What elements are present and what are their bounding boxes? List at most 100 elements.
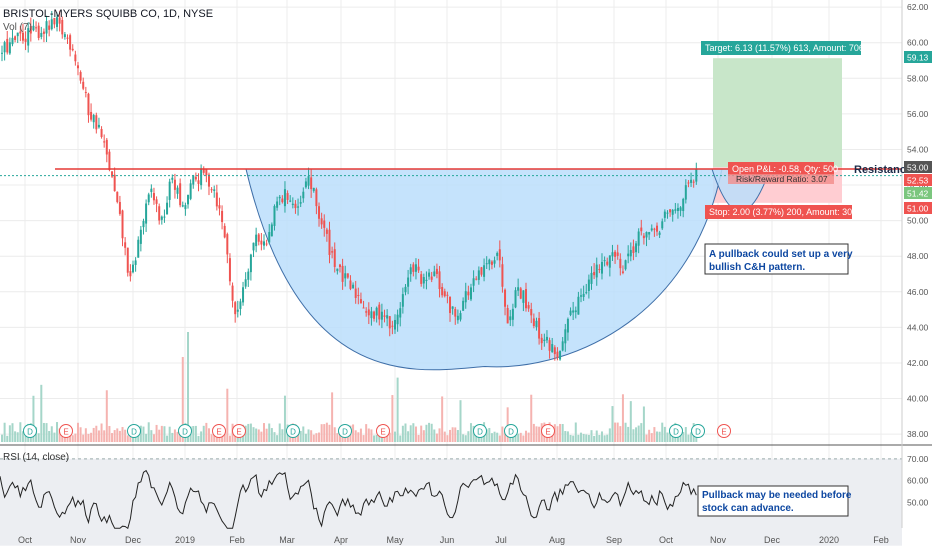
candle-body [391, 325, 394, 327]
candle-body [71, 48, 74, 51]
volume-bar [213, 433, 216, 442]
volume-bar [624, 422, 627, 442]
candle-body [155, 199, 158, 204]
candle-body [600, 261, 603, 274]
volume-bar [1, 434, 3, 442]
volume-bar [504, 433, 507, 442]
candle-body [255, 234, 258, 247]
candle-body [236, 309, 239, 312]
time-tick: 2020 [819, 535, 839, 545]
candle-body [82, 81, 85, 89]
volume-bar [84, 428, 87, 442]
stop-label: Stop: 2.00 (3.77%) 200, Amount: 3000 [709, 207, 862, 217]
volume-bar [281, 429, 284, 442]
volume-bar [422, 430, 425, 442]
candle-body [158, 206, 161, 221]
candle-body [42, 31, 45, 34]
volume-bar [574, 422, 577, 442]
candle-body [137, 239, 140, 258]
volume-bar [488, 427, 491, 442]
candle-body [294, 203, 297, 209]
candle-body [257, 234, 260, 242]
candle-body [477, 270, 480, 280]
candle-body [134, 260, 137, 265]
volume-bar [404, 423, 407, 442]
volume-bar [87, 433, 90, 442]
volume-bar [629, 401, 632, 442]
candle-body [150, 188, 153, 193]
volume-bar [320, 424, 323, 442]
candle-body [181, 205, 184, 207]
candle-body [16, 32, 19, 37]
candle-body [145, 203, 148, 224]
volume-bar [257, 429, 260, 442]
candle-body [333, 249, 336, 267]
candle-body [48, 25, 51, 30]
dividend-marker [473, 424, 487, 438]
volume-bar [580, 432, 583, 442]
candle-body [446, 294, 449, 296]
volume-bar [137, 435, 140, 442]
candle-body [132, 264, 134, 273]
candle-body [118, 201, 121, 214]
time-tick: Feb [229, 535, 245, 545]
volume-bar [661, 422, 664, 442]
event-letter: D [182, 428, 188, 437]
candle-body [514, 290, 517, 308]
rsi-tick: 60.00 [907, 476, 929, 486]
candle-body [475, 278, 478, 280]
volume-bar [593, 435, 596, 442]
volume-bar [197, 435, 200, 442]
callout-box-rsi [697, 485, 849, 517]
volume-bar [273, 432, 276, 442]
candle-body [449, 296, 452, 314]
volume-bar [6, 435, 9, 442]
volume-bar [656, 431, 658, 442]
candle-body [545, 336, 548, 341]
candle-body [291, 203, 294, 205]
earnings-marker [376, 424, 390, 438]
candle-body [425, 279, 428, 281]
volume-bar [121, 427, 124, 442]
price-tick: 38.00 [907, 429, 929, 439]
volume-bar [472, 425, 475, 442]
candle-body [663, 211, 666, 218]
volume-bar [323, 424, 326, 442]
candle-body [273, 206, 276, 226]
target-label: Target: 6.13 (11.57%) 613, Amount: 7065 [705, 43, 869, 53]
volume-bar [40, 384, 43, 442]
volume-bar [433, 429, 436, 442]
volume-bar [260, 431, 263, 442]
candle-body [331, 251, 334, 253]
volume-bar [19, 422, 22, 442]
candle-body [239, 301, 242, 309]
candle-body [103, 141, 106, 143]
candle-body [171, 177, 174, 180]
volume-bar [21, 431, 24, 442]
volume-bar [394, 431, 396, 442]
volume-bar [430, 423, 433, 442]
volume-bar [598, 435, 601, 442]
volume-bar [124, 429, 127, 442]
candle-body [179, 183, 182, 206]
candle-body [496, 252, 499, 256]
price-tick: 48.00 [907, 251, 929, 261]
candle-body [417, 266, 420, 271]
volume-bar [310, 430, 313, 442]
candle-body [166, 202, 169, 215]
candle-body [184, 205, 187, 210]
time-tick: Oct [18, 535, 33, 545]
candle-body [187, 194, 190, 205]
volume-bar [359, 428, 362, 442]
candle-body [341, 265, 344, 282]
volume-bar [642, 406, 645, 442]
volume-bar [375, 434, 378, 442]
candle-body [129, 271, 132, 277]
candle-body [79, 72, 82, 81]
volume-bar [595, 430, 598, 442]
volume-bar [79, 427, 82, 442]
candle-body [21, 32, 24, 41]
time-tick: Jul [495, 535, 507, 545]
volume-bar [32, 395, 35, 442]
